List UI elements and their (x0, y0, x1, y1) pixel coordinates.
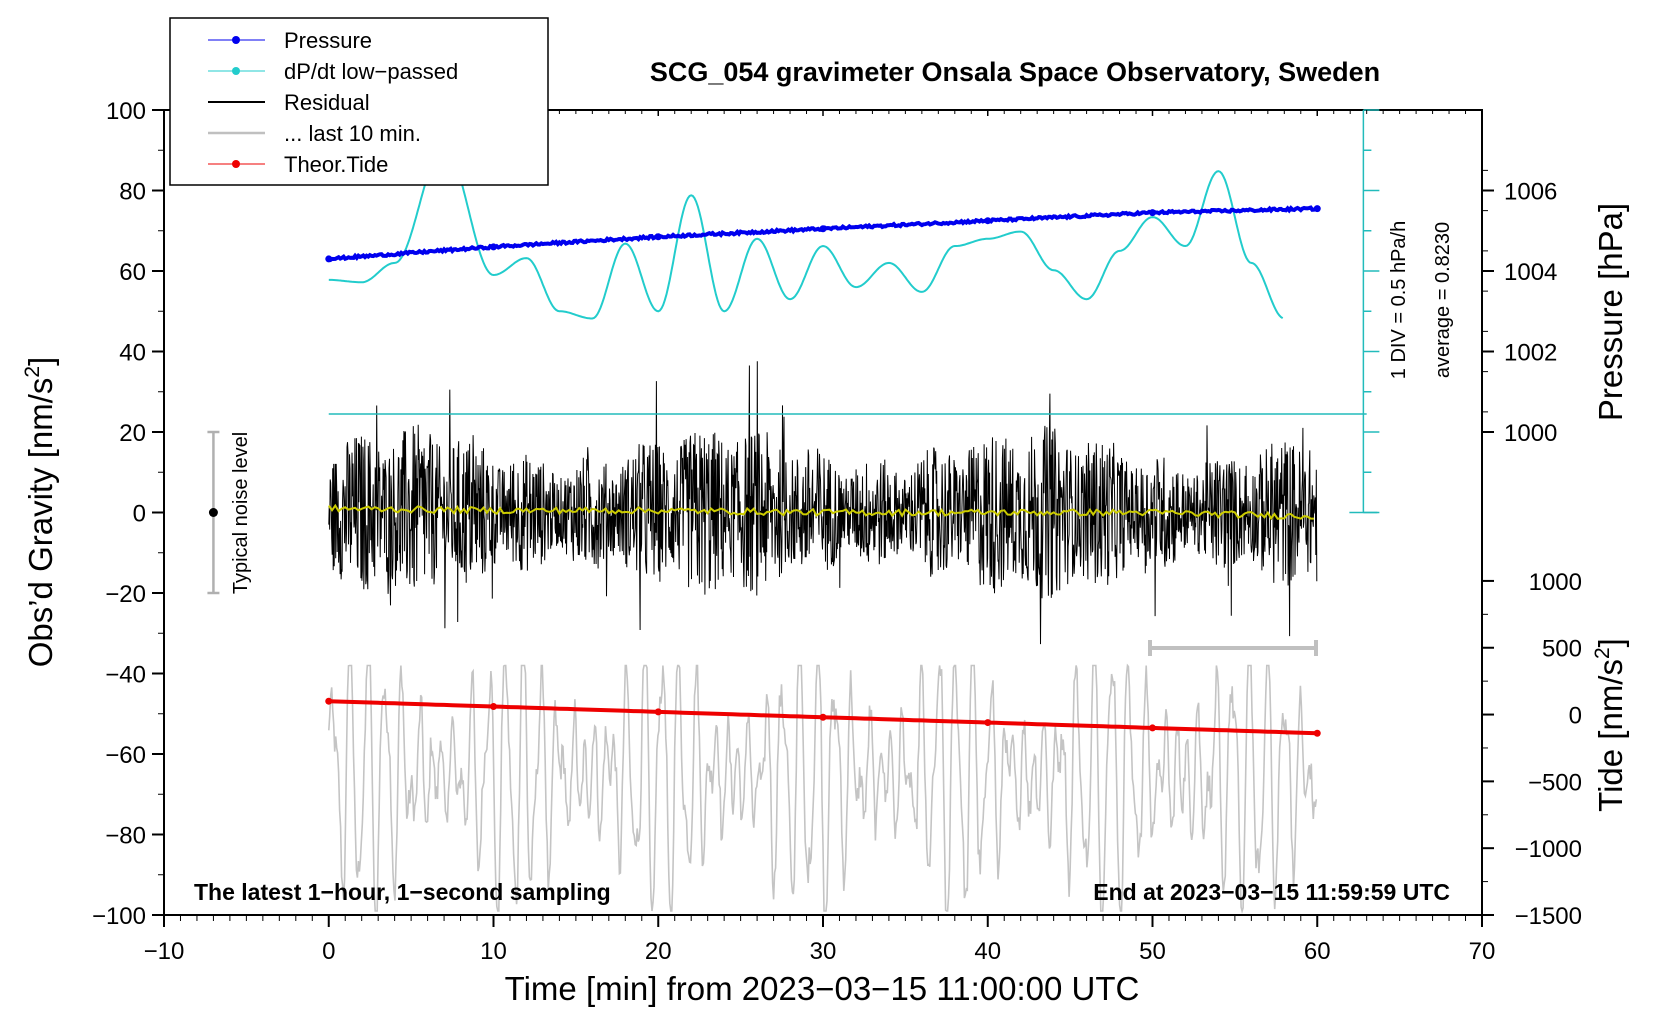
y-tick-label: −40 (105, 662, 146, 689)
tide-series (325, 697, 1321, 737)
tide-tick-label: −1500 (1515, 903, 1582, 930)
x-tick-label: 70 (1469, 938, 1496, 965)
x-tick-label: −10 (144, 938, 185, 965)
tide-point (1149, 724, 1156, 732)
legend-label-theor-tide: Theor.Tide (284, 152, 388, 177)
y-axis-title-tide: Tide [nm/s2] (1591, 638, 1629, 812)
noise-level-bar (207, 430, 220, 595)
tide-point (819, 713, 827, 721)
y-tick-label: 80 (119, 179, 146, 206)
pressure-point (984, 217, 992, 225)
y-tick-label: 60 (119, 259, 146, 286)
x-tick-label: 40 (974, 938, 1001, 965)
legend-item-residual: Residual (208, 90, 370, 115)
y-tick-label: −100 (92, 903, 146, 930)
y-axis-title-left-main: Obs’d Gravity [nm/s (22, 378, 59, 668)
y-tick-label: 0 (133, 501, 146, 528)
pressure-tick-label: 1000 (1504, 420, 1557, 447)
bottom-left-note: The latest 1−hour, 1−second sampling (194, 879, 611, 905)
tide-point (490, 703, 497, 711)
last-10-min-bar (1148, 640, 1318, 656)
pressure-point (819, 225, 827, 233)
x-tick-label: 0 (322, 938, 335, 965)
pressure-tick-label: 1004 (1504, 259, 1557, 286)
x-tick-label: 60 (1304, 938, 1331, 965)
legend-item-dpdt: dP/dt low−passed (208, 59, 458, 84)
axes-ticks: −10 0 10 20 30 40 50 60 70100806040200−20−40−60−… (92, 98, 1582, 965)
noise-bar-center (208, 508, 218, 517)
y-axis-title-left: Obs’d Gravity [nm/s2] (21, 357, 59, 668)
noise-label: Typical noise level (230, 432, 252, 594)
y-axis-title-left-sup: 2 (21, 366, 44, 378)
pressure-point (325, 255, 333, 263)
x-axis-title: Time [min] from 2023−03−15 11:00:00 UTC (505, 970, 1140, 1007)
pressure-point (1149, 209, 1156, 217)
pressure-point (654, 233, 662, 241)
y-tick-label: 100 (106, 98, 146, 125)
pressure-line (328, 205, 1317, 263)
last-10-min-series (328, 663, 1318, 914)
y-axis-title-pressure: Pressure [hPa] (1592, 203, 1629, 421)
legend-label-last-10-min: ... last 10 min. (284, 121, 421, 146)
pressure-tick-label: 1002 (1504, 340, 1557, 367)
legend-item-pressure: Pressure (208, 28, 372, 53)
y-tick-label: −60 (105, 742, 146, 769)
y-tick-label: 20 (119, 420, 146, 447)
x-tick-label: 20 (645, 938, 672, 965)
y-axis-title-tide-main: Tide [nm/s (1592, 659, 1629, 812)
tide-tick-label: 1000 (1529, 569, 1582, 596)
tide-point (1313, 729, 1321, 737)
x-tick-label: 10 (480, 938, 507, 965)
x-tick-label: 30 (810, 938, 837, 965)
pressure-series (325, 205, 1321, 263)
pressure-point (1313, 205, 1321, 213)
legend-label-pressure: Pressure (284, 28, 372, 53)
dpdt-line (328, 145, 1284, 320)
y-tick-label: −80 (105, 823, 146, 850)
bottom-right-note: End at 2023−03−15 11:59:59 UTC (1093, 879, 1450, 905)
tide-tick-label: 0 (1569, 703, 1582, 730)
tide-tick-label: 500 (1542, 636, 1582, 663)
legend: Pressure dP/dt low−passed Residual ... l… (169, 17, 549, 186)
y-axis-title-tide-tail: ] (1592, 638, 1629, 647)
y-tick-label: −20 (105, 581, 146, 608)
div-label: 1 DIV = 0.5 hPa/h (1388, 221, 1410, 379)
residual-line (328, 361, 1318, 645)
tide-tick-label: −500 (1528, 769, 1582, 796)
tide-point (654, 708, 662, 716)
y-axis-title-left-tail: ] (22, 357, 59, 366)
residual-mean-line (327, 503, 1314, 521)
legend-item-last-10-min: ... last 10 min. (208, 121, 421, 146)
dpdt-axis (328, 109, 1380, 514)
legend-label-dpdt: dP/dt low−passed (284, 59, 458, 84)
tide-point (325, 697, 333, 705)
tide-tick-label: −1000 (1515, 836, 1582, 863)
x-tick-label: 50 (1139, 938, 1166, 965)
tide-point (984, 719, 992, 727)
legend-item-theor-tide: Theor.Tide (208, 152, 388, 177)
y-axis-title-tide-sup: 2 (1591, 647, 1614, 659)
residual-series (327, 361, 1318, 645)
dpdt-series (328, 145, 1284, 320)
average-label: average = 0.8230 (1432, 222, 1454, 378)
legend-label-residual: Residual (284, 90, 370, 115)
y-tick-label: 40 (119, 340, 146, 367)
pressure-point (490, 243, 497, 251)
last-10-min-line (328, 663, 1318, 914)
pressure-tick-label: 1006 (1504, 179, 1557, 206)
chart-title: SCG_054 gravimeter Onsala Space Observat… (650, 57, 1380, 87)
